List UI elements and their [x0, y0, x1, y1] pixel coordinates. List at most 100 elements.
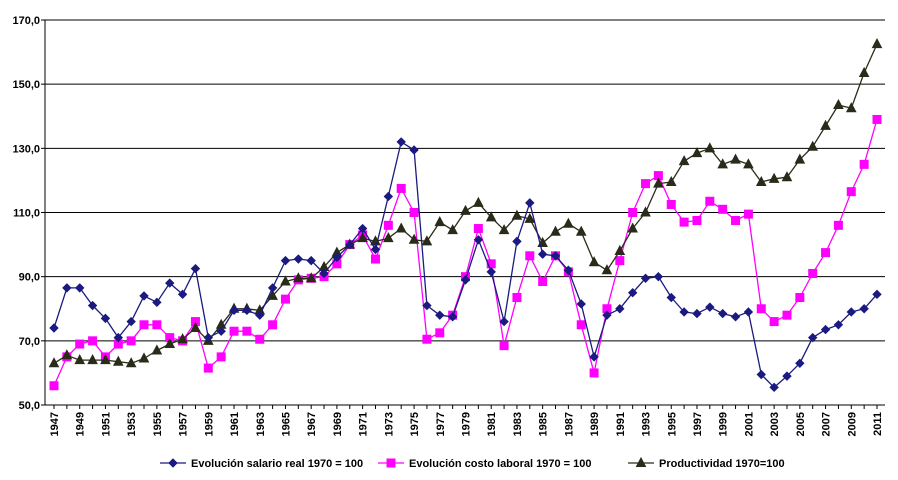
legend-item-1: Evolución costo laboral 1970 = 100 [378, 458, 592, 470]
data-point [139, 291, 149, 301]
data-point [396, 183, 406, 193]
x-tick-label: 1961 [229, 412, 241, 436]
data-point [512, 293, 522, 303]
x-tick-label: 1951 [100, 412, 112, 436]
data-point [537, 249, 548, 259]
data-point [255, 334, 265, 344]
data-point [601, 264, 613, 275]
data-point [769, 317, 779, 327]
data-point [576, 320, 586, 330]
data-point [460, 275, 471, 285]
data-point [833, 98, 844, 110]
legend-marker [635, 456, 647, 467]
data-point [512, 236, 522, 247]
data-point [691, 147, 703, 158]
data-point [460, 204, 471, 215]
data-point [49, 323, 59, 333]
data-point [396, 137, 406, 147]
data-point [524, 212, 536, 223]
data-point [151, 344, 163, 355]
data-point [563, 217, 574, 228]
data-point [383, 232, 394, 243]
data-point [679, 217, 689, 227]
data-point [126, 336, 136, 346]
data-point [319, 268, 329, 279]
data-point [807, 140, 819, 151]
data-point [370, 254, 380, 264]
x-tick-label: 1999 [718, 412, 730, 436]
data-point [498, 224, 510, 235]
x-tick-label: 1977 [435, 412, 447, 436]
data-point [422, 334, 432, 344]
x-tick-label: 1993 [641, 412, 653, 436]
data-point [666, 292, 676, 303]
x-tick-label: 1963 [255, 412, 267, 436]
data-point [820, 119, 831, 130]
y-tick-label: 130,0 [12, 143, 40, 155]
y-tick-label: 110,0 [13, 208, 40, 220]
data-point [280, 255, 291, 266]
data-point [782, 310, 792, 320]
data-point [692, 216, 702, 226]
data-point [511, 209, 523, 220]
data-point [730, 153, 741, 164]
data-point [408, 233, 420, 244]
data-point [409, 208, 419, 217]
x-tick-label: 1987 [563, 412, 575, 436]
x-tick-label: 2009 [846, 412, 858, 436]
y-tick-label: 150,0 [12, 79, 40, 91]
data-point [550, 225, 561, 236]
data-point [627, 222, 639, 233]
data-point [705, 302, 715, 312]
data-point [692, 308, 702, 319]
data-point [370, 244, 381, 255]
data-point [550, 251, 561, 261]
x-tick-label: 1957 [178, 412, 190, 436]
data-point [641, 179, 651, 189]
data-point [859, 159, 869, 169]
data-point [216, 352, 226, 362]
data-point [113, 332, 124, 343]
x-tick-label: 1985 [538, 412, 550, 436]
data-point [756, 304, 766, 314]
axes [44, 20, 885, 409]
data-point [293, 254, 304, 264]
data-point [821, 248, 831, 258]
data-point [653, 271, 664, 282]
data-point [435, 310, 445, 320]
data-point [203, 332, 214, 343]
x-tick-label: 1983 [512, 412, 524, 436]
data-point [755, 175, 767, 187]
series-0 [49, 137, 882, 393]
data-point [499, 316, 509, 327]
x-tick-label: 1997 [692, 412, 704, 436]
data-point [164, 337, 176, 349]
data-point [640, 273, 651, 283]
data-point [833, 220, 843, 230]
x-tick-label: 1975 [409, 412, 421, 436]
y-axis-tick-labels: 50,0 70,0 90,0 110,0 130,0 150,0 170,0 [12, 15, 40, 412]
data-point [589, 368, 599, 378]
data-point [267, 289, 278, 300]
legend-marker [168, 458, 178, 468]
data-point [858, 66, 870, 77]
data-point [190, 321, 201, 332]
x-tick-label: 2005 [795, 412, 807, 436]
data-point [589, 352, 599, 362]
data-point [743, 209, 753, 219]
data-point [332, 252, 342, 263]
data-point [383, 191, 394, 202]
data-point [229, 305, 239, 316]
data-point [177, 289, 188, 300]
x-tick-label: 1953 [126, 412, 138, 436]
data-point [781, 171, 793, 182]
x-tick-label: 2001 [743, 412, 755, 436]
data-point [627, 288, 638, 298]
data-point [485, 211, 497, 222]
data-point [177, 333, 188, 344]
data-point [345, 239, 355, 250]
data-point [665, 175, 677, 187]
data-point [499, 341, 509, 351]
data-point [615, 256, 625, 266]
data-point [845, 102, 857, 113]
